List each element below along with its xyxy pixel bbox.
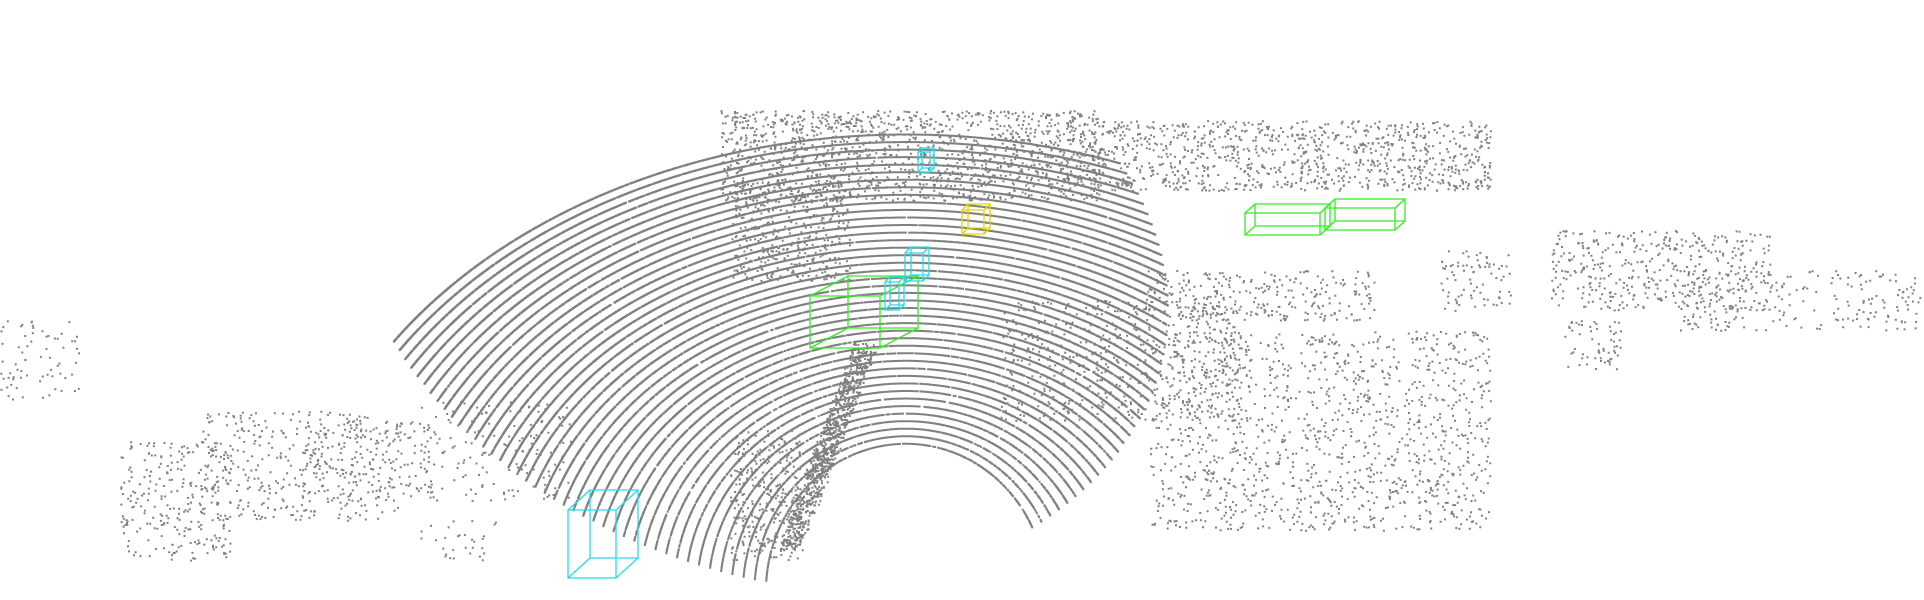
pedestrian-bounding-box [567,489,639,579]
pedestrian-bounding-box [917,147,935,173]
cyclist-bounding-box [961,203,991,235]
car-bounding-box [1324,198,1406,231]
point-cloud-points [0,110,1922,582]
pedestrian-bounding-box [904,246,930,282]
point-cloud [0,110,1922,582]
pedestrian-bounding-box [884,276,905,311]
detection-boxes [567,147,1406,579]
